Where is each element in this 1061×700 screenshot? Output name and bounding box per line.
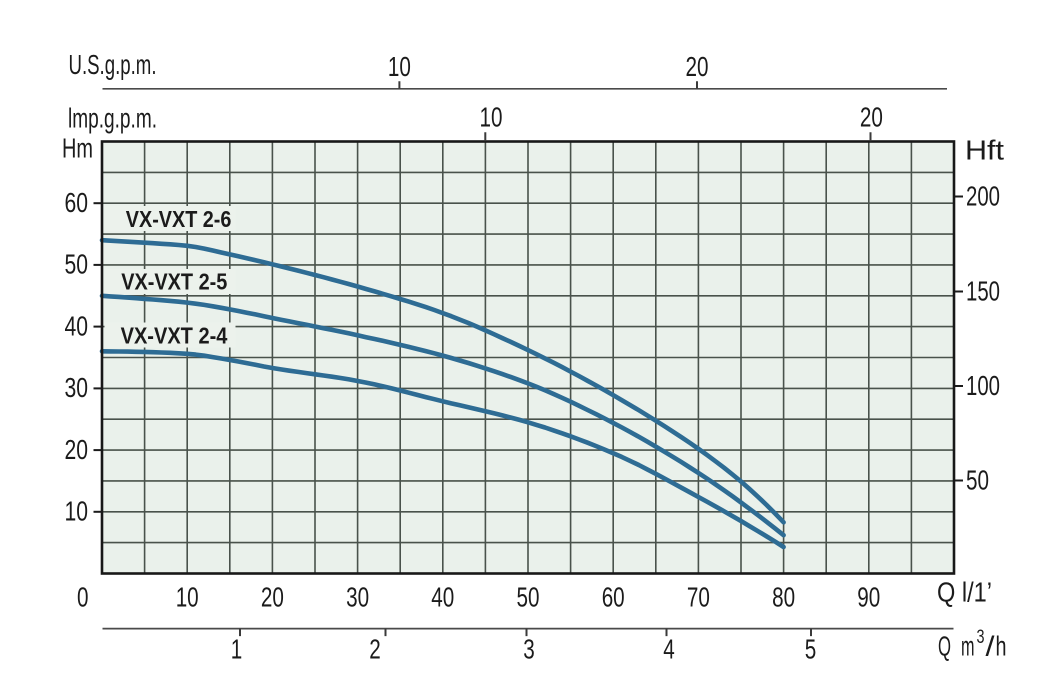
svg-text:VX-VXT 2-4: VX-VXT 2-4 [121, 323, 228, 349]
svg-text:Hft: Hft [965, 135, 1004, 166]
svg-text:30: 30 [65, 372, 89, 403]
svg-text:3: 3 [977, 627, 985, 648]
svg-text:200: 200 [966, 181, 1000, 212]
svg-text:Q l/1’: Q l/1’ [937, 577, 992, 608]
svg-text:40: 40 [65, 310, 89, 341]
svg-text:20: 20 [65, 434, 89, 465]
svg-text:50: 50 [966, 465, 989, 496]
svg-text:VX-VXT 2-5: VX-VXT 2-5 [121, 268, 227, 294]
svg-text:60: 60 [65, 187, 89, 218]
svg-text:m: m [961, 631, 975, 662]
svg-text:50: 50 [65, 249, 89, 280]
svg-text:10: 10 [65, 496, 89, 527]
svg-text:60: 60 [602, 582, 625, 613]
svg-text:2: 2 [369, 634, 381, 665]
svg-text:10: 10 [176, 582, 199, 613]
svg-text:80: 80 [772, 582, 795, 613]
svg-text:10: 10 [480, 102, 503, 133]
svg-text:90: 90 [857, 582, 880, 613]
svg-text:5: 5 [805, 634, 817, 665]
svg-text:/: / [986, 631, 995, 662]
svg-text:1: 1 [231, 634, 243, 665]
svg-text:40: 40 [431, 582, 454, 613]
svg-text:4: 4 [663, 634, 675, 665]
svg-text:70: 70 [687, 582, 710, 613]
svg-text:10: 10 [388, 51, 411, 82]
svg-text:20: 20 [261, 582, 284, 613]
svg-text:20: 20 [860, 102, 883, 133]
svg-text:Q: Q [938, 631, 951, 662]
svg-text:3: 3 [523, 634, 535, 665]
svg-text:50: 50 [517, 582, 540, 613]
svg-text:30: 30 [346, 582, 369, 613]
svg-text:20: 20 [686, 51, 709, 82]
svg-text:Hm: Hm [62, 133, 93, 164]
svg-text:0: 0 [77, 582, 89, 613]
svg-text:150: 150 [966, 276, 1000, 307]
svg-text:U.S.g.p.m.: U.S.g.p.m. [69, 49, 157, 80]
svg-text:VX-VXT 2-6: VX-VXT 2-6 [126, 206, 232, 232]
svg-text:100: 100 [966, 370, 1000, 401]
svg-text:h: h [996, 631, 1007, 662]
svg-text:lmp.g.p.m.: lmp.g.p.m. [68, 103, 157, 134]
